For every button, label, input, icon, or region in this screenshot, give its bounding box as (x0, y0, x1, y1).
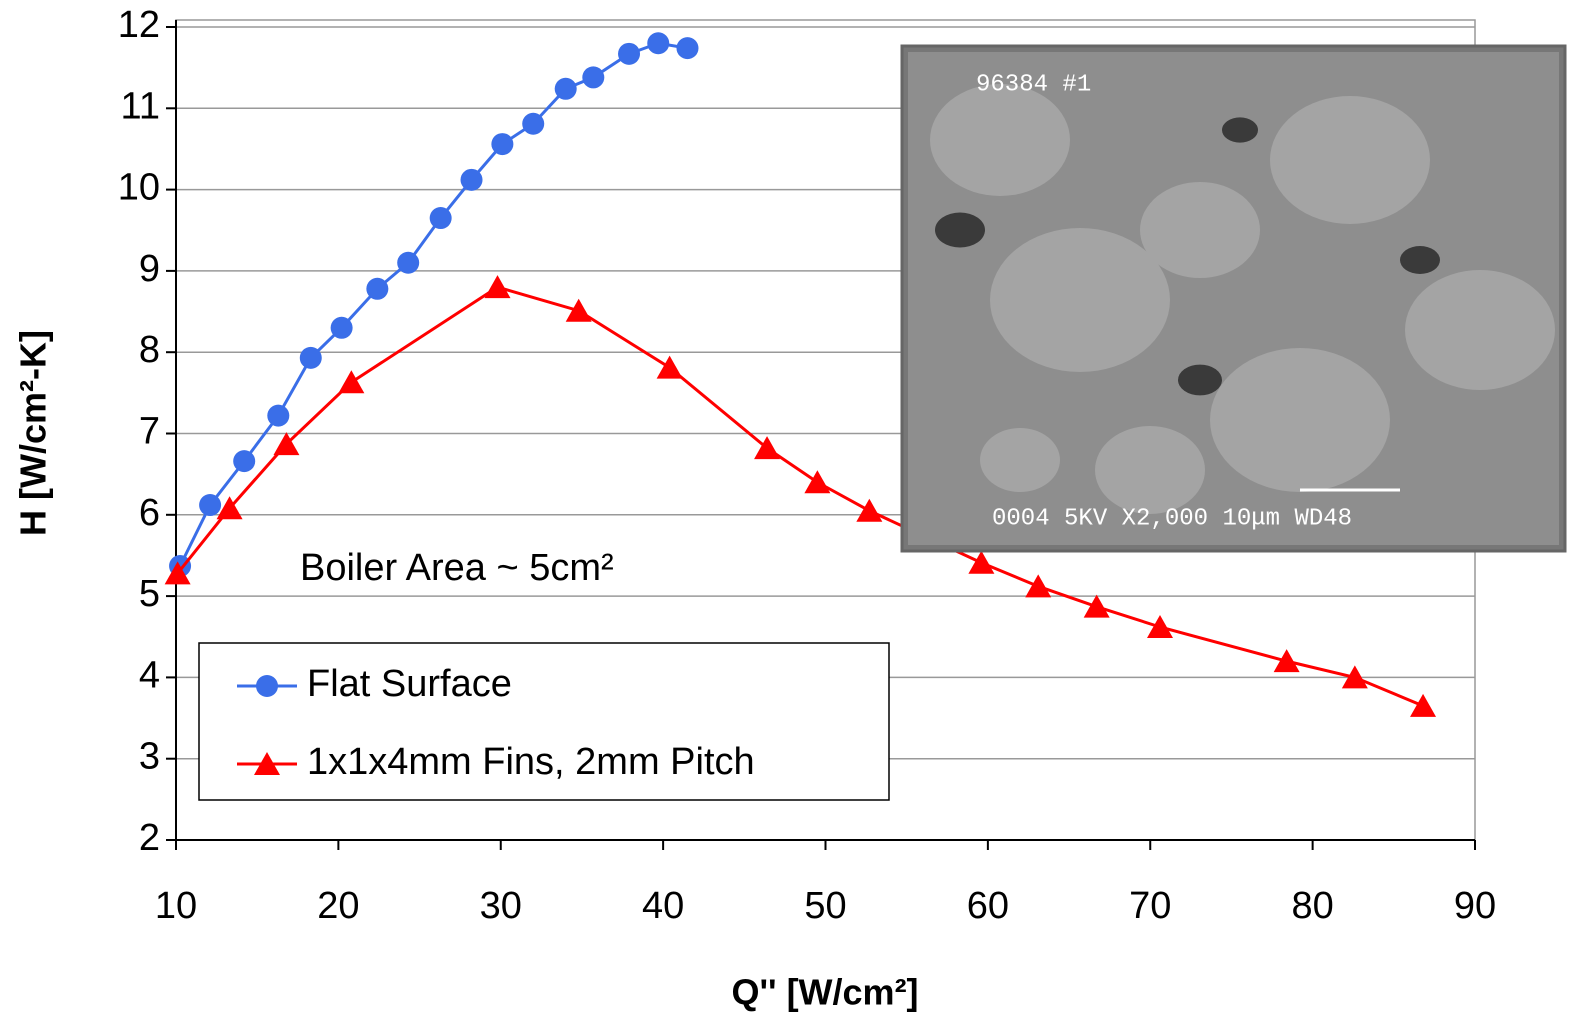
y-tick-label: 12 (118, 4, 160, 46)
y-tick-label: 10 (118, 167, 160, 209)
inset-texture (1140, 182, 1260, 278)
inset-texture (1095, 426, 1205, 514)
inset-texture (980, 428, 1060, 492)
x-tick-label: 10 (155, 885, 197, 927)
data-point (1147, 615, 1173, 638)
x-tick-label: 20 (317, 885, 359, 927)
data-point (647, 32, 669, 54)
inset-texture (930, 84, 1070, 196)
inset-pore (935, 213, 985, 248)
inset-texture (1210, 348, 1390, 492)
y-tick-label: 8 (139, 329, 160, 371)
inset-pore (1178, 365, 1222, 396)
legend-label: Flat Surface (307, 663, 512, 705)
inset-pore (1222, 117, 1258, 142)
x-axis-label: Q'' [W/cm²] (731, 972, 918, 1013)
x-tick-label: 60 (967, 885, 1009, 927)
y-tick-label: 11 (121, 85, 160, 127)
data-point (233, 450, 255, 472)
y-tick-label: 4 (139, 654, 160, 696)
data-point (1410, 694, 1436, 717)
data-point (618, 43, 640, 65)
inset-texture (990, 228, 1170, 372)
data-point (555, 78, 577, 100)
y-axis-label: H [W/cm²-K] (13, 330, 54, 536)
data-point (1274, 649, 1300, 672)
data-point (199, 494, 221, 516)
data-point (267, 405, 289, 427)
data-point (300, 347, 322, 369)
data-point (566, 299, 592, 322)
data-point (461, 169, 483, 191)
y-tick-label: 2 (139, 817, 160, 859)
inset-texture (1270, 96, 1430, 224)
data-point (485, 275, 511, 298)
x-tick-label: 30 (480, 885, 522, 927)
data-point (676, 37, 698, 59)
data-point (366, 278, 388, 300)
y-tick-label: 9 (139, 248, 160, 290)
data-point (397, 252, 419, 274)
y-tick-label: 6 (139, 492, 160, 534)
data-point (331, 317, 353, 339)
chart: H [W/cm²-K] Q'' [W/cm²] 2 3 4 5 6 7 8 9 10 11 12 10… (0, 0, 1570, 1019)
y-tick-label: 3 (139, 736, 160, 778)
page: H [W/cm²-K] Q'' [W/cm²] 2 3 4 5 6 7 8 9 10 11 12 10… (0, 0, 1570, 1019)
x-tick-label: 40 (642, 885, 684, 927)
data-point (856, 499, 882, 522)
x-tick-label: 80 (1291, 885, 1333, 927)
data-point (491, 133, 513, 155)
data-point (582, 66, 604, 88)
inset-text: 0004 5KV X2,000 10μm WD48 (992, 505, 1352, 532)
x-tick-label: 50 (804, 885, 846, 927)
x-tick-label: 90 (1454, 885, 1496, 927)
data-point (430, 207, 452, 229)
inset-pore (1400, 246, 1440, 274)
legend-marker (256, 675, 278, 697)
annotation: Boiler Area ~ 5cm² (300, 547, 614, 589)
data-point (1084, 595, 1110, 618)
y-tick-label: 5 (139, 573, 160, 615)
x-tick-label: 70 (1129, 885, 1171, 927)
data-point (338, 370, 364, 393)
inset-text: 96384 #1 (976, 71, 1091, 98)
data-point (1025, 574, 1051, 597)
inset-texture (1405, 270, 1555, 390)
data-point (522, 113, 544, 135)
legend-label: 1x1x4mm Fins, 2mm Pitch (307, 741, 755, 783)
data-point (804, 470, 830, 493)
data-point (657, 356, 683, 379)
series-line (180, 43, 687, 566)
data-point (968, 551, 994, 574)
y-tick-label: 7 (139, 411, 160, 453)
